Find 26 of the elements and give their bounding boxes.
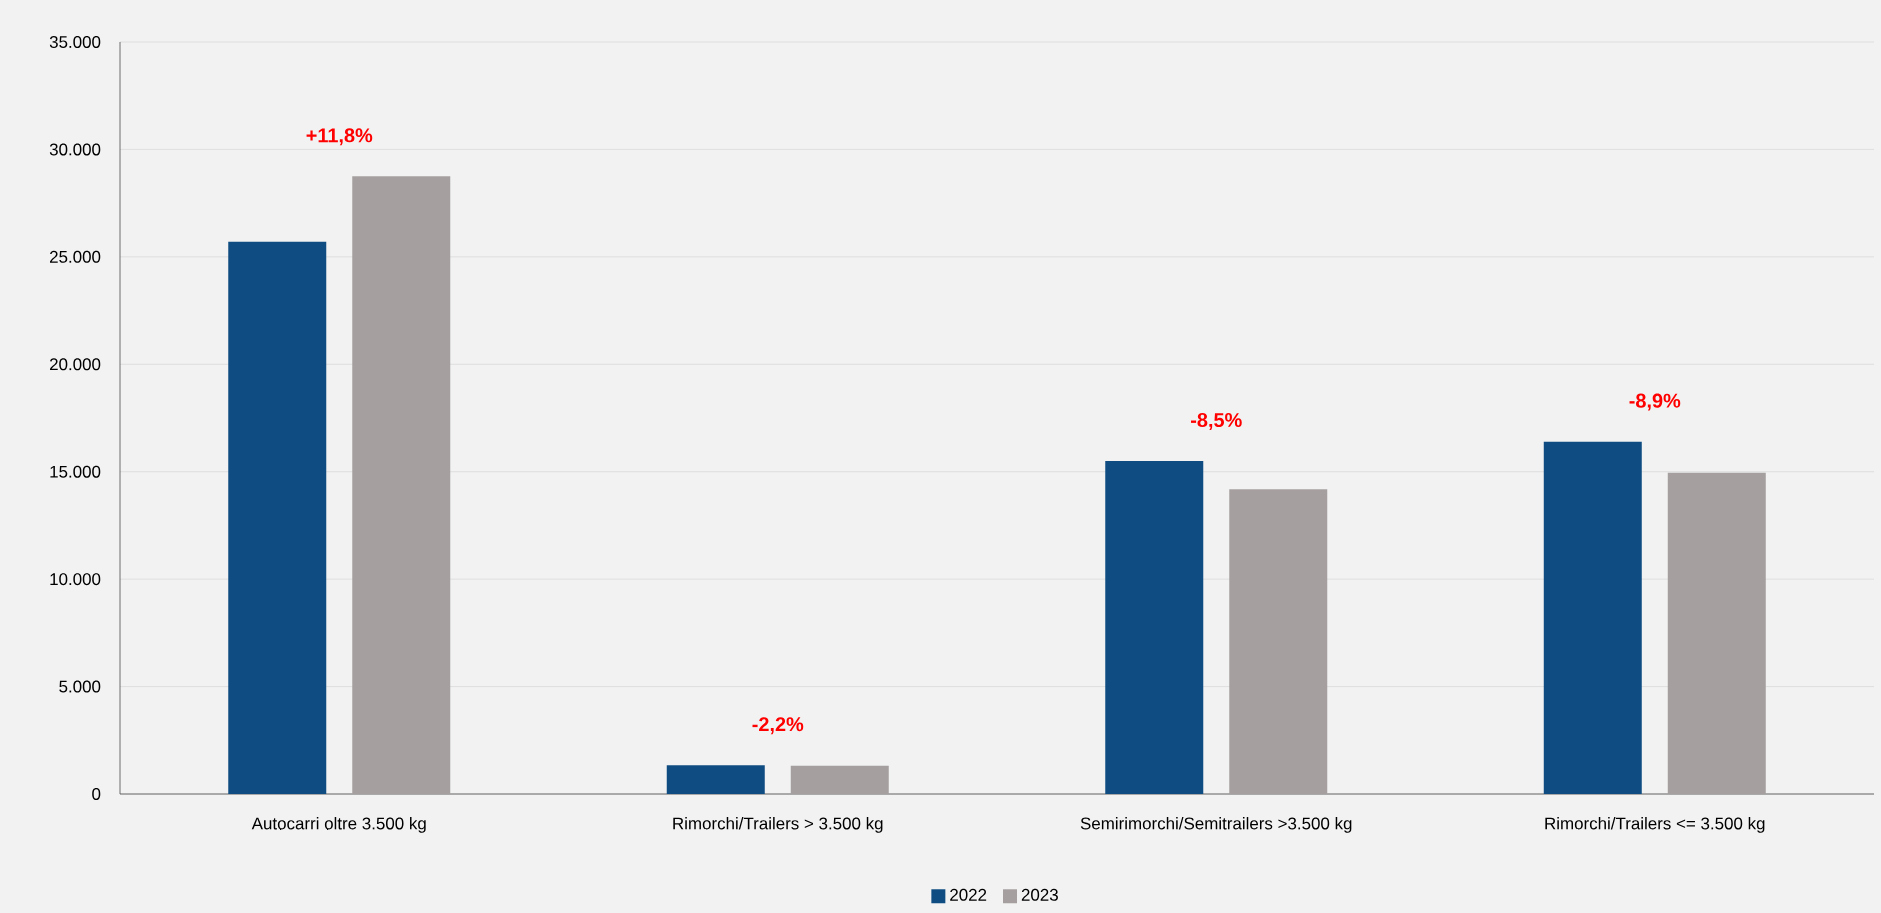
x-tick-label: Semirimorchi/Semitrailers >3.500 kg <box>1080 817 1352 833</box>
y-tick-label: 5.000 <box>59 680 101 693</box>
bar <box>1105 460 1204 794</box>
bar <box>1229 489 1328 794</box>
y-tick-label: 35.000 <box>49 36 101 48</box>
annotation: -2,2% <box>752 717 804 735</box>
legend-label: 2023 <box>1021 888 1058 901</box>
x-tick-label: Rimorchi/Trailers <= 3.500 kg <box>1545 817 1765 833</box>
x-tick-label: Rimorchi/Trailers > 3.500 kg <box>673 817 883 833</box>
annotation: -8,5% <box>1191 412 1242 430</box>
bar <box>666 765 765 794</box>
annotation: +11,8% <box>306 128 373 146</box>
bar <box>1543 441 1642 794</box>
y-tick-label: 15.000 <box>50 465 101 478</box>
y-tick-label: 0 <box>92 788 101 800</box>
x-tick-label: Autocarri oltre 3.500 kg <box>251 817 426 833</box>
y-tick-label: 25.000 <box>50 250 101 263</box>
y-tick-label: 20.000 <box>50 358 101 371</box>
y-tick-label: 10.000 <box>50 573 101 586</box>
y-tick-label: 30.000 <box>49 143 101 156</box>
bar <box>352 176 451 794</box>
bar <box>228 241 327 794</box>
bar <box>1667 472 1766 794</box>
legend-label: 2022 <box>950 888 987 901</box>
annotation: -8,9% <box>1629 393 1681 411</box>
bar <box>790 765 889 794</box>
